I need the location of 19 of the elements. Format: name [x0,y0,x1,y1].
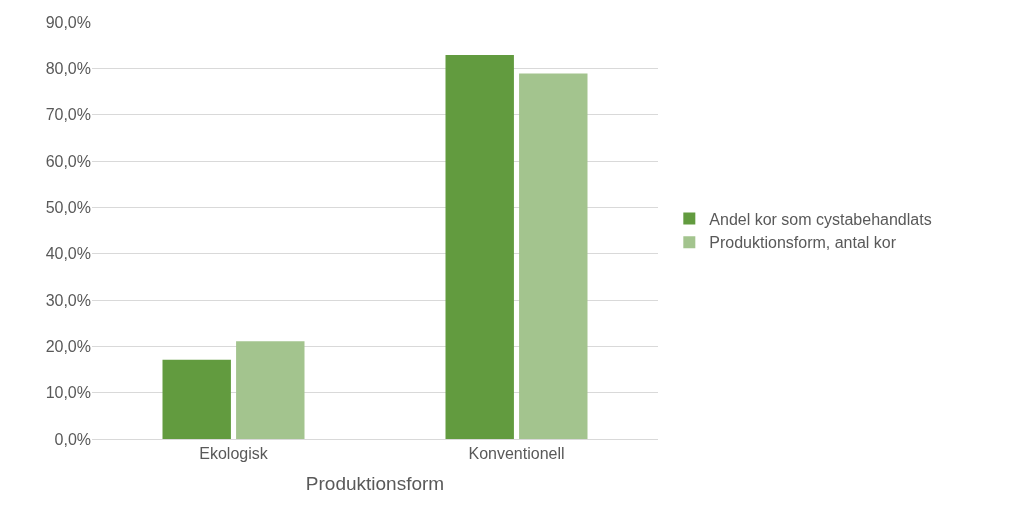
bar [445,54,514,439]
x-tick-label: Ekologisk [199,445,269,463]
y-tick-label: 80,0% [45,59,91,77]
bar [519,73,588,439]
y-tick-label: 70,0% [45,106,91,124]
y-tick-label: 30,0% [45,291,91,309]
legend-label: Produktionsform, antal kor [709,234,897,252]
bar [162,359,231,439]
x-axis-title: Produktionsform [305,473,445,494]
x-tick-label: Konventionell [468,445,565,463]
y-tick-label: 90,0% [45,13,91,31]
y-tick-label: 40,0% [45,245,91,263]
y-tick-label: 20,0% [45,337,91,355]
y-tick-label: 60,0% [45,152,91,170]
y-tick-label: 0,0% [54,430,91,448]
bar [236,341,305,439]
legend-label: Andel kor som cystabehandlats [709,210,932,228]
y-tick-label: 10,0% [45,384,91,402]
y-tick-label: 50,0% [45,198,91,216]
